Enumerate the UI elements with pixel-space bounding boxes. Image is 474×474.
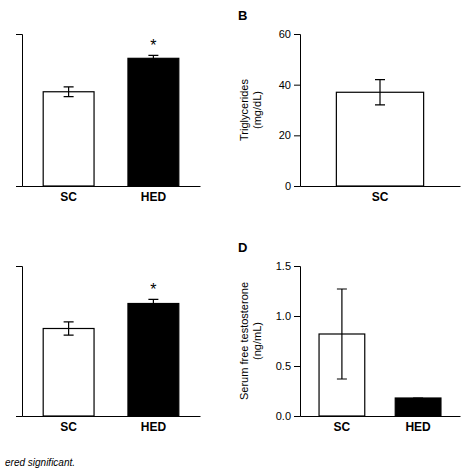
bar <box>128 58 179 186</box>
x-axis: SC <box>301 186 461 204</box>
x-tick: HED <box>405 416 431 434</box>
bar <box>336 92 423 186</box>
y-tick: 0.5 <box>276 360 300 372</box>
axis-line <box>294 267 301 417</box>
panel: SC HED 0.0 0.5 1.0 1.5 Serum free testosterone… <box>238 240 461 434</box>
y-axis <box>16 267 23 417</box>
tick-mark <box>294 266 300 267</box>
tick-label: 1.0 <box>276 310 291 322</box>
x-tick: SC <box>372 186 389 204</box>
tick-mark <box>294 316 300 317</box>
error-bar <box>148 55 158 61</box>
tick-label: 60 <box>279 28 291 40</box>
axis-line <box>301 186 461 187</box>
y-tick: 1.5 <box>276 260 300 272</box>
tick-mark <box>294 34 300 35</box>
x-tick: SC <box>334 416 351 434</box>
x-tick: SC <box>60 186 77 204</box>
x-axis: SC HED <box>23 186 201 204</box>
x-tick: HED <box>141 186 167 204</box>
bar <box>128 304 179 417</box>
y-tick: 0 <box>285 180 300 192</box>
panel: SC 0 20 40 60 Triglycerides(mg/dL) B <box>238 8 461 204</box>
y-tick: 60 <box>279 28 300 40</box>
panel-label: D <box>238 240 247 255</box>
tick-label: HED <box>141 420 167 434</box>
figure: SC HED * SC 0 20 40 60 Triglycerides(mg/dL) B SC HE… <box>0 0 474 474</box>
error-bar <box>413 397 423 398</box>
y-axis-title: Serum free testosterone(ng/mL) <box>238 282 263 400</box>
tick-label: 0.5 <box>276 360 291 372</box>
y-axis: 0.0 0.5 1.0 1.5 <box>276 260 301 422</box>
plot-area <box>43 299 179 416</box>
tick-label: 0 <box>285 180 291 192</box>
tick-label: SC <box>60 420 77 434</box>
panel-label: B <box>238 8 247 23</box>
tick-label: SC <box>372 190 389 204</box>
error-bar <box>64 322 74 335</box>
x-tick: HED <box>141 416 167 434</box>
tick-label: 0.0 <box>276 410 291 422</box>
y-axis: 0 20 40 60 <box>279 28 301 192</box>
error-bar <box>148 299 158 307</box>
y-axis-title: Triglycerides(mg/dL) <box>238 79 263 141</box>
x-tick: SC <box>60 416 77 434</box>
axis-line <box>16 35 23 187</box>
plot-area <box>43 55 179 186</box>
axis-line <box>301 416 461 417</box>
axis-line <box>294 35 301 187</box>
tick-label: SC <box>334 420 351 434</box>
axis-line <box>16 267 23 417</box>
error-bar <box>337 289 347 379</box>
bar <box>395 398 441 416</box>
tick-label: HED <box>405 420 431 434</box>
error-bar <box>375 80 385 105</box>
tick-label: 40 <box>279 79 291 91</box>
tick-mark <box>294 186 300 187</box>
plot-area <box>336 80 423 186</box>
annotation: * <box>150 281 156 298</box>
y-tick: 20 <box>279 129 300 141</box>
x-axis: SC HED <box>23 416 201 434</box>
tick-mark <box>294 85 300 86</box>
tick-label: SC <box>60 190 77 204</box>
axis-line <box>23 416 201 417</box>
axis-line <box>23 186 201 187</box>
panel: SC HED * <box>16 35 201 204</box>
bar <box>43 329 94 417</box>
tick-label: 20 <box>279 129 291 141</box>
error-bar <box>64 87 74 97</box>
panel: SC HED * <box>16 267 201 434</box>
tick-label: 1.5 <box>276 260 291 272</box>
tick-mark <box>294 416 300 417</box>
y-tick: 0.0 <box>276 410 300 422</box>
tick-mark <box>294 135 300 136</box>
plot-area <box>319 289 441 416</box>
y-tick: 40 <box>279 79 300 91</box>
y-axis <box>16 35 23 187</box>
footnote: ered significant. <box>5 457 75 468</box>
tick-mark <box>294 366 300 367</box>
tick-label: HED <box>141 190 167 204</box>
y-tick: 1.0 <box>276 310 300 322</box>
x-axis: SC HED <box>301 416 461 434</box>
bar <box>43 92 94 186</box>
annotation: * <box>150 37 156 54</box>
